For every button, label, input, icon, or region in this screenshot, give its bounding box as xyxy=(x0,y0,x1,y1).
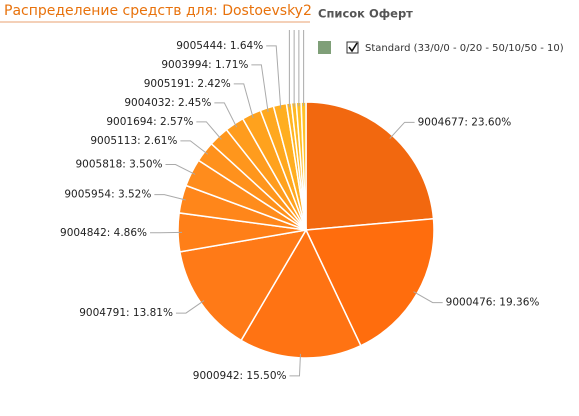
leader-line xyxy=(251,64,269,113)
leader-line xyxy=(165,164,196,175)
data-label: 9005191: 2.42% xyxy=(144,78,231,90)
data-label: 9005444: 1.64% xyxy=(176,40,263,52)
leader-line xyxy=(180,140,209,155)
leader-line xyxy=(413,291,443,304)
leader-line xyxy=(154,194,186,201)
data-label: 9004032: 2.45% xyxy=(124,97,211,109)
data-label: 9005818: 3.50% xyxy=(75,159,162,171)
leader-line xyxy=(389,121,415,139)
data-label: 9000942: 15.50% xyxy=(193,370,287,382)
data-label: 9004791: 13.81% xyxy=(79,307,173,319)
legend-label[interactable]: Standard (33/0/0 - 0/20 - 50/10/50 - 10) xyxy=(365,43,564,54)
data-label: 9005113: 2.61% xyxy=(90,135,177,147)
leader-line xyxy=(289,353,301,377)
leader-line xyxy=(266,45,282,109)
leader-line xyxy=(233,83,254,118)
legend-title: Список Оферт xyxy=(318,7,413,21)
data-label: 9005954: 3.52% xyxy=(64,189,151,201)
leader-line xyxy=(214,102,238,128)
pie-slice xyxy=(305,101,435,231)
legend-swatch xyxy=(318,41,331,54)
chart-title: Распределение средств для: Dostoevsky2 xyxy=(4,3,312,19)
data-label: 9000476: 19.36% xyxy=(446,297,540,309)
checkmark xyxy=(348,42,358,53)
leader-line xyxy=(175,300,205,314)
data-label: 9001694: 2.57% xyxy=(106,116,193,128)
legend-checkbox[interactable] xyxy=(346,41,359,54)
data-label: 9004842: 4.86% xyxy=(60,227,147,239)
data-label: 9004677: 23.60% xyxy=(418,116,512,128)
leader-line xyxy=(196,121,222,140)
data-label: 9003994: 1.71% xyxy=(161,59,248,71)
